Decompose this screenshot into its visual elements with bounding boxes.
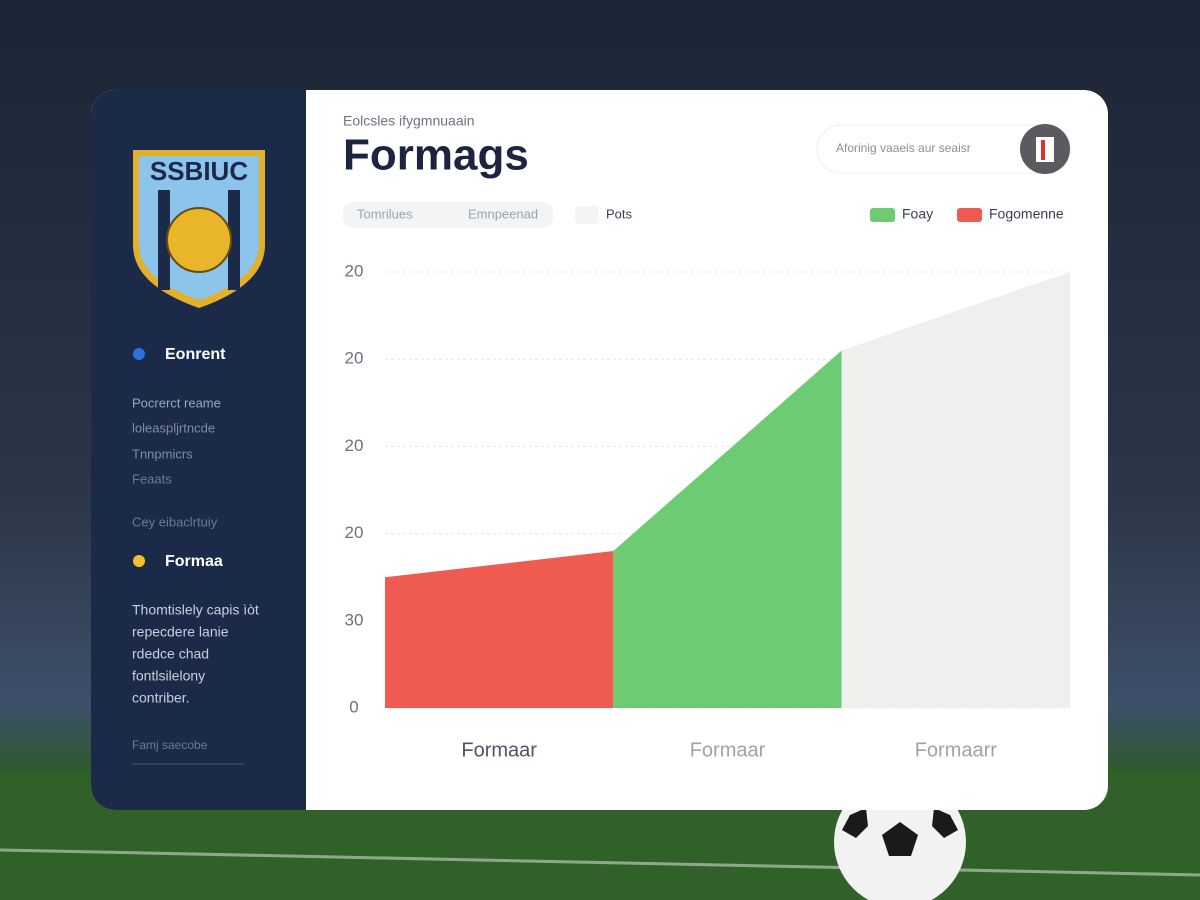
- y-tick-label: 20: [345, 349, 364, 368]
- sidebar-text: Thomtislely capis ìòt: [132, 602, 259, 618]
- crest-text: SSBIUC: [150, 156, 248, 186]
- x-tick-label: Formaarr: [915, 739, 998, 761]
- tab[interactable]: Pots: [606, 206, 633, 221]
- crest: SSBIUC: [133, 150, 265, 308]
- sidebar-text: rdedce chad: [132, 646, 209, 662]
- legend-swatch: [870, 208, 895, 222]
- sidebar-item[interactable]: Tnnpmicrs: [132, 446, 193, 461]
- tab-icon: [575, 206, 599, 224]
- area-segment: [841, 272, 1070, 708]
- legend-label: Fogomenne: [989, 206, 1064, 222]
- sidebar-item[interactable]: Cey eibaclrtuiy: [132, 514, 218, 529]
- y-tick-label: 20: [345, 523, 364, 542]
- subtitle: Eolcsles ifygmnuaain: [343, 113, 475, 129]
- sidebar-text: repecdere lanie: [132, 624, 229, 640]
- bullet: [133, 555, 145, 567]
- search-box[interactable]: [816, 124, 1072, 174]
- y-tick-label: 0: [349, 697, 358, 716]
- sidebar-text: contriber.: [132, 690, 190, 706]
- sidebar-text: fontlsilelony: [132, 668, 205, 684]
- avatar-flag: [1041, 140, 1045, 160]
- area-segment: [613, 350, 842, 708]
- x-tick-label: Formaar: [461, 739, 537, 761]
- x-tick-label: Formaar: [690, 739, 766, 761]
- sidebar-heading: Eonrent: [165, 346, 226, 363]
- y-tick-label: 30: [345, 610, 364, 629]
- sidebar-item[interactable]: Feaats: [132, 471, 172, 486]
- tab[interactable]: Tomrilues: [357, 206, 413, 221]
- legend-label: Foay: [902, 206, 933, 222]
- area-segment: [385, 551, 614, 708]
- sidebar-item[interactable]: loleaspljrtncde: [132, 420, 215, 435]
- sidebar-heading: Formaa: [165, 553, 223, 570]
- search-placeholder: Aforinig vaaeis aur seaisr: [836, 141, 971, 155]
- sidebar-link[interactable]: Famj saecobe: [132, 738, 208, 752]
- bullet: [133, 348, 145, 360]
- chart: 0 30 20 20 20 20 Formaar Formaar Formaarr Foay Fog…: [345, 206, 1070, 761]
- sidebar-item[interactable]: Pocrerct reame: [132, 395, 221, 410]
- y-tick-label: 20: [345, 436, 364, 455]
- pitch-line: [0, 848, 1200, 877]
- y-tick-label: 20: [345, 261, 364, 280]
- tab-group: [343, 202, 553, 228]
- page-title: Formags: [343, 131, 529, 180]
- tab[interactable]: Emnpeenad: [468, 206, 538, 221]
- legend-swatch: [957, 208, 982, 222]
